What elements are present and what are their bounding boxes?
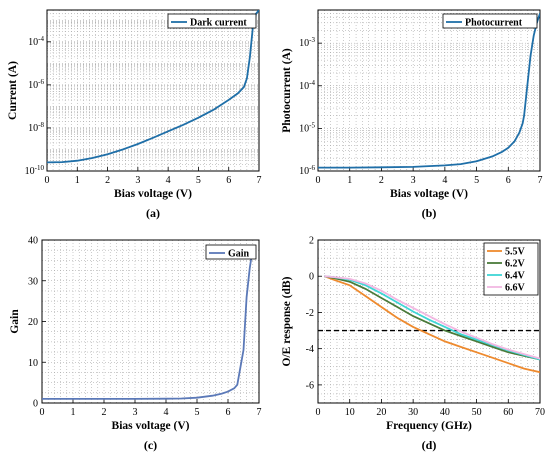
series-line-d-0 — [323, 275, 540, 374]
y-tick-label: 0 — [33, 399, 38, 410]
y-tick-label: 10-10 — [25, 164, 45, 177]
legend-entry: 6.2V — [505, 259, 526, 270]
y-tick-label: 10 — [28, 358, 38, 369]
chart-c: 0 1 2 3 4 5 6 7 0 10 20 30 40 Bias voltage (V) Gain (c)… — [9, 236, 262, 453]
x-tick-label: 4 — [166, 175, 171, 186]
x-tick-label: 1 — [347, 175, 352, 186]
x-tick-label: 6 — [226, 175, 231, 186]
legend-c: Gain — [205, 244, 257, 260]
y-tick-label: 40 — [28, 236, 38, 247]
x-tick-label: 20 — [376, 407, 386, 418]
plot-frame-a — [46, 9, 260, 172]
x-tick-label: 2 — [102, 407, 107, 418]
chart-b: 0 1 2 3 4 5 6 7 10-6 10-5 10-4 10-3 Bias voltage (V)… — [281, 9, 543, 220]
x-tick-label: 5 — [196, 175, 201, 186]
x-tick-label: 40 — [440, 407, 450, 418]
series-line-a-0 — [47, 10, 259, 164]
x-tick-label: 6 — [506, 175, 511, 186]
y-tick-label: 2 — [309, 236, 314, 247]
x-tick-label: 0 — [316, 175, 321, 186]
y-axis-label: Current (A) — [7, 61, 19, 120]
series-line-c-0 — [42, 248, 254, 400]
panel-label: (a) — [146, 206, 160, 220]
grid-c — [41, 239, 260, 404]
x-tick-label: 7 — [257, 175, 262, 186]
x-tick-label: 10 — [345, 407, 355, 418]
x-tick-label: 3 — [411, 175, 416, 186]
y-tick-label: 10-5 — [299, 121, 315, 134]
x-tick-label: 70 — [535, 407, 545, 418]
y-tick-label: 20 — [28, 317, 38, 328]
y-tick-label: -2 — [306, 308, 314, 319]
y-tick-label: 10-6 — [28, 78, 44, 91]
x-axis-label: Bias voltage (V) — [114, 188, 192, 200]
x-tick-label: 1 — [71, 407, 76, 418]
grid-a — [46, 9, 260, 172]
x-tick-label: 60 — [503, 407, 513, 418]
series-line-d-1 — [324, 275, 540, 361]
y-axis-label: O/E response (dB) — [281, 276, 293, 366]
y-tick-label: 10-4 — [299, 79, 315, 92]
y-tick-label: -6 — [306, 380, 314, 391]
y-tick-label: 30 — [28, 276, 38, 287]
legend-entry: Dark current — [190, 18, 247, 29]
y-tick-label: 0 — [309, 272, 314, 283]
x-tick-label: 1 — [75, 175, 80, 186]
series-line-b-0 — [318, 13, 540, 169]
series-line-d-3 — [324, 275, 540, 360]
legend-a: Dark current — [167, 13, 257, 29]
x-axis-label: Bias voltage (V) — [390, 188, 468, 200]
legend-box — [167, 13, 257, 29]
x-tick-label: 4 — [442, 175, 447, 186]
panel-label: (c) — [144, 438, 157, 452]
x-axis-label: Frequency (GHz) — [386, 420, 472, 432]
x-tick-label: 2 — [379, 175, 384, 186]
x-tick-label: 3 — [135, 175, 140, 186]
x-tick-label: 6 — [226, 407, 231, 418]
x-tick-label: 7 — [538, 175, 543, 186]
y-axis-label: Gain — [9, 309, 21, 334]
panel-label: (d) — [422, 438, 437, 452]
x-tick-label: 3 — [133, 407, 138, 418]
y-tick-label: 10-6 — [299, 164, 315, 177]
x-tick-label: 0 — [316, 407, 321, 418]
legend-box — [205, 244, 257, 260]
x-tick-label: 7 — [257, 407, 262, 418]
chart-a: 0 1 2 3 4 5 6 7 10-10 10-8 10-6 10-4 Bias voltage (V… — [7, 9, 262, 220]
y-tick-label: -4 — [306, 344, 314, 355]
x-tick-label: 0 — [45, 175, 50, 186]
legend-entry: 6.6V — [505, 283, 526, 294]
x-tick-label: 30 — [408, 407, 418, 418]
x-tick-label: 5 — [195, 407, 200, 418]
legend-entry: Gain — [228, 249, 250, 260]
y-tick-label: 10-4 — [28, 35, 44, 48]
x-tick-label: 50 — [472, 407, 482, 418]
y-tick-label: 10-8 — [28, 121, 44, 134]
legend-entry: Photocurrent — [465, 18, 523, 29]
plot-frame-b — [317, 9, 541, 172]
legend-box — [442, 13, 538, 29]
y-tick-label: 10-3 — [299, 36, 315, 49]
chart-d: 0 10 20 30 40 50 60 70 -6 -4 -2 0 2 Frequency (GHz) O/… — [281, 236, 545, 453]
x-tick-label: 5 — [474, 175, 479, 186]
legend-b: Photocurrent — [442, 13, 538, 29]
plot-frame-d — [317, 239, 541, 404]
x-tick-label: 4 — [164, 407, 169, 418]
y-axis-label: Photocurrent (A) — [281, 48, 293, 133]
panel-label: (b) — [422, 206, 437, 220]
grid-b — [317, 9, 541, 172]
legend-d: 5.5V6.2V6.4V6.6V — [483, 242, 539, 296]
x-tick-label: 2 — [105, 175, 110, 186]
legend-entry: 5.5V — [505, 247, 526, 258]
legend-entry: 6.4V — [505, 271, 526, 282]
x-axis-label: Bias voltage (V) — [112, 420, 190, 432]
x-tick-label: 0 — [40, 407, 45, 418]
